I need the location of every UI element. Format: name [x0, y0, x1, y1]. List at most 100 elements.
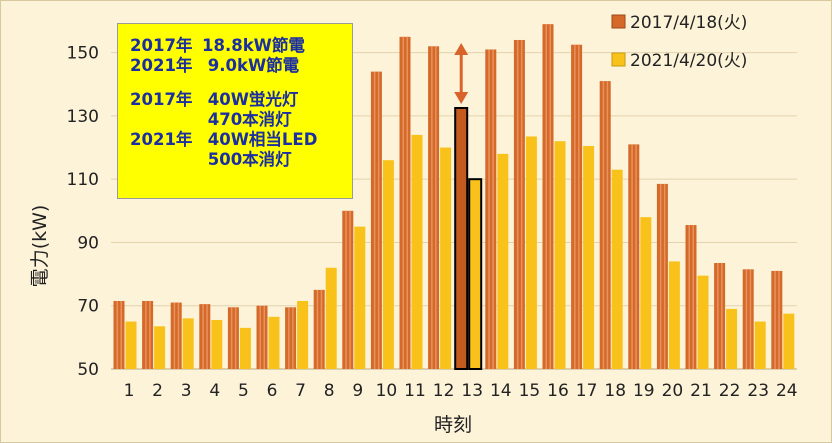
- x-tick-label: 20: [662, 381, 684, 401]
- bar-2017-h20: [656, 183, 668, 369]
- bar-2017-h1: [113, 300, 125, 369]
- bar-2017-texture: [488, 49, 490, 370]
- note-year: [130, 110, 202, 130]
- note-line: 2017年 40W蛍光灯: [130, 90, 352, 110]
- note-text: 40W蛍光灯: [202, 90, 299, 109]
- bar-2021-h15: [525, 136, 537, 369]
- bar-2017-texture: [749, 269, 752, 369]
- bar-2017-texture: [320, 289, 323, 369]
- bar-2021-h1: [125, 321, 137, 369]
- legend-label-2017: 2017/4/18(火): [630, 13, 747, 33]
- bar-2017-h15: [513, 39, 525, 370]
- bar-2017-h9: [342, 210, 354, 369]
- bar-2017-h21: [685, 225, 697, 369]
- note-line: 2017年 18.8kW節電: [130, 36, 352, 56]
- bar-2017-texture: [545, 24, 547, 370]
- difference-arrow: [454, 43, 469, 104]
- x-tick-label: 4: [209, 381, 220, 401]
- bar-2021-h4: [211, 319, 223, 369]
- bar-2021-h7: [297, 300, 309, 369]
- bar-2021-h9: [354, 226, 366, 369]
- y-tick-label: 90: [77, 233, 99, 253]
- bar-2017-texture: [292, 307, 294, 369]
- bar-2017-h12: [428, 46, 440, 370]
- bar-2017-texture: [345, 210, 347, 369]
- arrow-head-down: [454, 92, 469, 104]
- x-tick-label: 1: [124, 381, 135, 401]
- bar-2017-texture: [116, 300, 118, 369]
- bar-2017-h7: [285, 307, 297, 369]
- x-tick-label: 8: [324, 381, 335, 401]
- bar-2017-texture: [778, 270, 780, 369]
- x-tick-label: 9: [352, 381, 363, 401]
- x-tick-label: 22: [719, 381, 741, 401]
- x-tick-label: 2: [152, 381, 163, 401]
- note-year: 2021年: [130, 56, 193, 75]
- y-tick-label: 150: [67, 44, 99, 64]
- legend: 2017/4/18(火) 2021/4/20(火): [611, 13, 747, 71]
- x-tick-label: 12: [433, 381, 455, 401]
- bar-2017-texture: [659, 183, 662, 369]
- bar-2021-h24: [783, 313, 795, 369]
- bar-2017-texture: [431, 46, 433, 370]
- bar-2021-h2: [154, 326, 166, 369]
- bar-2021-h16: [554, 141, 566, 369]
- bar-2017-texture: [692, 225, 694, 369]
- x-axis-label: 時刻: [434, 414, 472, 436]
- bar-2021-h19: [640, 217, 652, 369]
- bar-2017-h24: [771, 270, 783, 369]
- bar-2017-h13: [454, 107, 469, 370]
- note-year: 2021年: [130, 130, 193, 149]
- bar-2017-texture: [373, 71, 376, 370]
- bar-2017-texture: [635, 144, 637, 369]
- x-tick-label: 10: [376, 381, 398, 401]
- bar-2021-h14: [497, 153, 509, 369]
- bar-2021-h12: [440, 147, 452, 369]
- bar-2021-h3: [182, 318, 194, 369]
- bar-2017-texture: [316, 289, 319, 369]
- bar-2021-h5: [239, 327, 251, 369]
- legend-swatch-2017: [611, 14, 626, 29]
- bar-2017-texture: [173, 302, 176, 369]
- note-text: 18.8kW節電: [202, 36, 305, 55]
- bar-2017-texture: [606, 81, 609, 369]
- bar-2017-texture: [177, 302, 180, 369]
- bar-2017-texture: [721, 263, 723, 369]
- bar-2017-h23: [742, 269, 754, 369]
- x-tick-label: 21: [690, 381, 712, 401]
- x-tick-label: 24: [776, 381, 798, 401]
- x-tick-label: 17: [576, 381, 598, 401]
- bar-2021-h20: [668, 261, 680, 369]
- bar-2017-h2: [142, 300, 154, 369]
- note-year: 2017年: [130, 90, 193, 109]
- savings-note-box: 2017年 18.8kW節電 2021年 9.0kW節電 2017年 40W蛍光…: [117, 23, 353, 199]
- bar-2017-h6: [256, 305, 268, 369]
- bar-2017-h8: [313, 289, 325, 369]
- bar-2017-h17: [571, 44, 583, 370]
- y-tick-label: 70: [77, 297, 99, 317]
- bar-2017-h11: [399, 36, 411, 370]
- bar-2017-h4: [199, 304, 211, 369]
- x-tick-label: 7: [295, 381, 306, 401]
- bar-2021-h6: [268, 316, 280, 369]
- x-tick-label: 19: [633, 381, 655, 401]
- note-text: 470本消灯: [202, 110, 292, 129]
- bar-2021-h13: [468, 178, 483, 370]
- bar-2017-texture: [406, 36, 408, 370]
- note-line: 470本消灯: [130, 110, 352, 130]
- bar-2017-texture: [288, 307, 290, 369]
- bar-2017-texture: [145, 300, 147, 369]
- note-text: 500本消灯: [202, 150, 292, 169]
- note-line: 2021年 9.0kW節電: [130, 56, 352, 76]
- bar-2017-h18: [599, 81, 611, 369]
- bar-2017-h3: [170, 302, 182, 369]
- bar-2017-texture: [492, 49, 494, 370]
- x-tick-label: 18: [604, 381, 626, 401]
- bar-2017-texture: [259, 305, 261, 369]
- bar-2021-h18: [611, 169, 623, 369]
- note-text: 40W相当LED: [202, 130, 318, 149]
- bars: [113, 24, 795, 370]
- bar-2017-texture: [516, 39, 519, 370]
